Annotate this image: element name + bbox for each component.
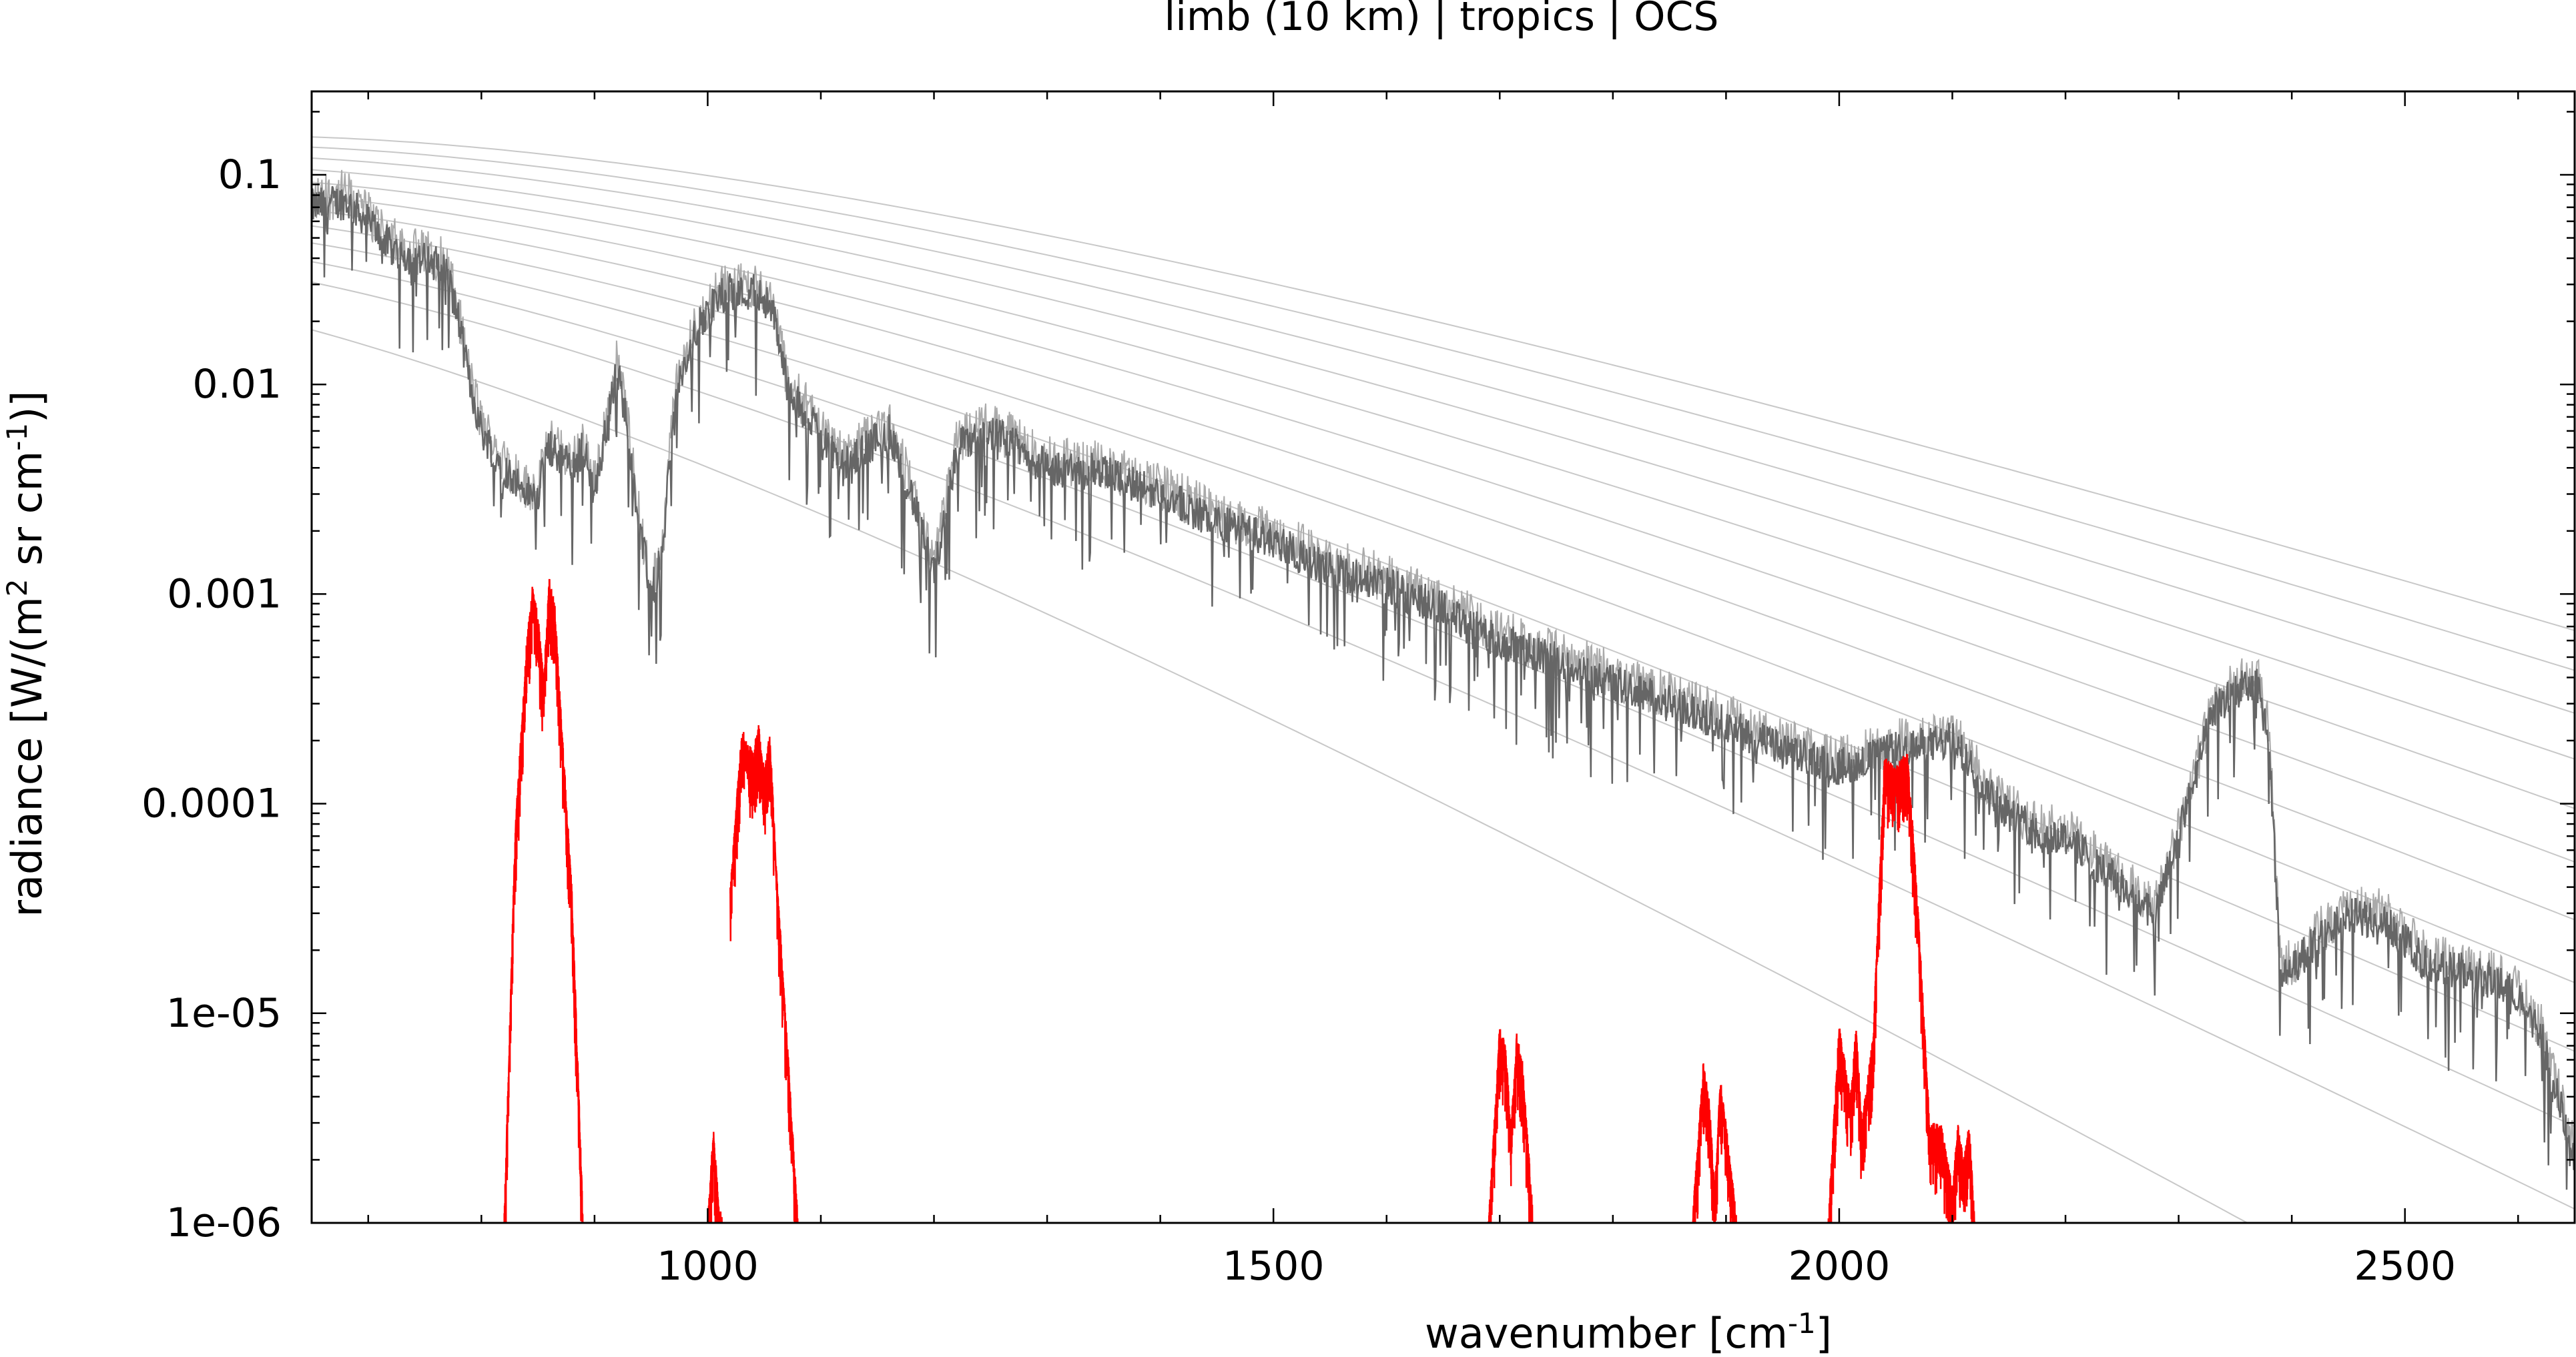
y-tick-label: 0.1 — [218, 151, 282, 198]
ocs-band-2 — [707, 1132, 723, 1223]
y-axis-label-superscript-1: 2 — [1, 578, 33, 596]
ocs-contribution-series — [503, 578, 1975, 1223]
ocs-band-4 — [1488, 1029, 1534, 1223]
y-axis-label-end: )] — [3, 391, 51, 423]
ocs-band-1 — [503, 578, 584, 1223]
total-radiance-series — [312, 169, 2575, 1190]
y-axis-ticks: 0.1 0.01 0.001 0.0001 1e-05 1e-06 — [141, 111, 2575, 1246]
x-axis-label-main: wavenumber [cm — [1425, 1309, 1788, 1357]
total-radiance-envelope — [312, 169, 2575, 1173]
planck-curve-220k — [312, 242, 2575, 1052]
y-tick-label: 0.001 — [167, 570, 282, 617]
planck-curve-290k — [312, 146, 2575, 671]
x-axis-ticks: 1000 1500 2000 2500 — [367, 91, 2519, 1290]
planck-curve-260k — [312, 181, 2575, 809]
ocs-band-5 — [1692, 1063, 1737, 1223]
y-tick-label: 1e-06 — [166, 1200, 282, 1246]
y-axis-label-superscript-2: -1 — [1, 423, 33, 451]
planck-curve-200k — [312, 281, 2575, 1210]
y-tick-label: 0.01 — [192, 361, 282, 408]
x-tick-label: 1500 — [1223, 1243, 1325, 1290]
x-axis-label-end: ] — [1816, 1309, 1832, 1357]
x-tick-label: 2000 — [1789, 1243, 1891, 1290]
planck-curve-230k — [312, 225, 2575, 983]
ocs-band-6 — [1827, 754, 1975, 1223]
total-radiance-line — [312, 185, 2575, 1190]
chart-title: limb (10 km) | tropics | OCS — [1165, 0, 1719, 40]
planck-curve-300k — [312, 136, 2575, 631]
plot-frame — [310, 90, 2576, 1224]
planck-curve-280k — [312, 157, 2575, 714]
y-axis-label-mid: sr cm — [3, 451, 51, 579]
planck-curve-180k — [312, 329, 2249, 1223]
y-axis-label-main: radiance [W/(m — [3, 596, 51, 917]
y-tick-label: 0.0001 — [141, 781, 282, 827]
x-axis-label-superscript: -1 — [1788, 1307, 1816, 1340]
y-axis-label: radiance [W/(m2 sr cm-1)] — [1, 391, 51, 917]
planck-curve-240k — [312, 209, 2575, 921]
x-tick-label: 2500 — [2354, 1243, 2456, 1290]
planck-curve-250k — [312, 195, 2575, 863]
planck-curve-270k — [312, 169, 2575, 760]
ocs-band-3 — [729, 725, 799, 1223]
x-tick-label: 1000 — [657, 1243, 759, 1290]
y-tick-label: 1e-05 — [166, 990, 282, 1037]
x-axis-label: wavenumber [cm-1] — [1425, 1307, 1832, 1357]
